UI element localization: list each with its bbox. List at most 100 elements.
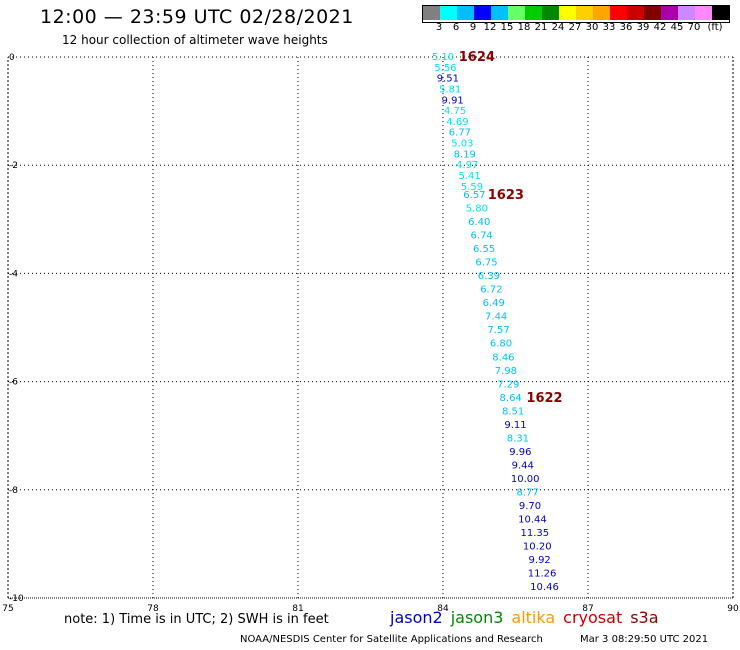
wave-height-value: 6.57 bbox=[463, 190, 485, 201]
colorbar-label: 70 bbox=[687, 22, 701, 33]
x-tick-label: 87 bbox=[582, 604, 593, 614]
y-tick-label: -6 bbox=[9, 378, 18, 388]
wave-height-value: 4.69 bbox=[446, 117, 468, 128]
colorbar-cell bbox=[712, 6, 729, 20]
grid-lines bbox=[7, 56, 734, 599]
colorbar-cell bbox=[559, 6, 576, 20]
colorbar-cell bbox=[644, 6, 661, 20]
x-tick-label: 84 bbox=[437, 604, 449, 614]
plot-frame bbox=[7, 56, 734, 599]
data-points: 5.105.569.515.819.914.754.696.775.038.19… bbox=[432, 52, 559, 593]
wave-height-value: 5.59 bbox=[461, 182, 483, 193]
colorbar-cell bbox=[440, 6, 457, 20]
wave-height-value: 9.96 bbox=[509, 447, 531, 458]
colorbar-label: 15 bbox=[500, 22, 514, 33]
pass-labels: 1624 1623 1622 bbox=[459, 50, 563, 406]
colorbar-cell bbox=[610, 6, 627, 20]
x-tick-label: 78 bbox=[147, 604, 159, 614]
satellite-legend: jason2 jason3 altika cryosat s3a bbox=[390, 608, 667, 627]
colorbar-label: 33 bbox=[602, 22, 616, 33]
wave-height-value: 8.31 bbox=[507, 433, 529, 444]
colorbar-cell bbox=[661, 6, 678, 20]
wave-height-value: 5.03 bbox=[451, 139, 473, 150]
wave-height-value: 6.75 bbox=[475, 258, 497, 269]
y-tick-label: -10 bbox=[9, 594, 24, 604]
colorbar-label: 9 bbox=[469, 22, 477, 33]
y-tick-label: -2 bbox=[9, 161, 18, 171]
wave-height-value: 10.20 bbox=[523, 542, 552, 553]
wave-height-value: 6.55 bbox=[473, 244, 495, 255]
y-axis-ticks: 0 -2 -4 -6 -8 -10 bbox=[9, 53, 24, 604]
colorbar-label: 3 bbox=[435, 22, 443, 33]
x-tick-label: 90 bbox=[727, 604, 739, 614]
wave-height-value: 6.39 bbox=[478, 271, 500, 282]
colorbar-cell bbox=[457, 6, 474, 20]
wave-height-value: 9.44 bbox=[512, 460, 534, 471]
wave-height-value: 5.41 bbox=[458, 171, 480, 182]
x-axis-ticks: 75 78 81 84 87 90 bbox=[2, 604, 739, 614]
colorbar-label: 21 bbox=[534, 22, 548, 33]
colorbar-cell bbox=[474, 6, 491, 20]
wave-height-value: 6.74 bbox=[471, 231, 493, 242]
colorbar-label: 6 bbox=[452, 22, 460, 33]
wave-height-value: 6.49 bbox=[483, 298, 505, 309]
colorbar-label: 12 bbox=[483, 22, 497, 33]
chart-title: 12:00 — 23:59 UTC 02/28/2021 bbox=[40, 6, 354, 28]
wave-height-value: 7.98 bbox=[495, 366, 517, 377]
wave-height-value: 9.92 bbox=[529, 555, 551, 566]
pass-number-label: 1624 bbox=[459, 50, 495, 65]
wave-height-value: 5.10 bbox=[432, 52, 454, 63]
colorbar-cell bbox=[576, 6, 593, 20]
wave-height-value: 9.51 bbox=[437, 74, 459, 85]
wave-height-value: 10.44 bbox=[518, 515, 547, 526]
x-tick-label: 75 bbox=[2, 604, 13, 614]
wave-height-value: 10.00 bbox=[511, 474, 540, 485]
colorbar-cell bbox=[678, 6, 695, 20]
colorbar-label: 18 bbox=[517, 22, 531, 33]
colorbar-cell bbox=[508, 6, 525, 20]
colorbar-cell bbox=[695, 6, 712, 20]
colorbar-label: 42 bbox=[653, 22, 667, 33]
x-tick-label: 81 bbox=[292, 604, 303, 614]
y-tick-label: -8 bbox=[9, 486, 18, 496]
colorbar bbox=[422, 5, 730, 23]
colorbar-cell bbox=[627, 6, 644, 20]
wave-height-value: 8.64 bbox=[500, 393, 522, 404]
wave-height-value: 6.77 bbox=[449, 128, 471, 139]
chart-subtitle: 12 hour collection of altimeter wave hei… bbox=[62, 33, 328, 47]
credit-line: NOAA/NESDIS Center for Satellite Applica… bbox=[240, 634, 543, 645]
colorbar-cell bbox=[542, 6, 559, 20]
wave-height-value: 4.75 bbox=[444, 106, 466, 117]
wave-height-value: 5.56 bbox=[434, 63, 456, 74]
colorbar-cell bbox=[423, 6, 440, 20]
wave-height-value: 6.80 bbox=[490, 339, 512, 350]
wave-height-value: 8.51 bbox=[502, 406, 524, 417]
y-tick-label: 0 bbox=[9, 53, 15, 63]
colorbar-label: 30 bbox=[585, 22, 599, 33]
wave-height-value: 9.11 bbox=[504, 420, 526, 431]
legend-entry-jason2: jason2 bbox=[390, 608, 443, 627]
colorbar-cell bbox=[593, 6, 610, 20]
wave-height-value: 11.35 bbox=[521, 528, 550, 539]
wave-height-value: 11.26 bbox=[528, 569, 557, 580]
legend-entry-altika: altika bbox=[511, 608, 556, 627]
pass-number-label: 1622 bbox=[526, 391, 562, 406]
wave-height-value: 9.70 bbox=[519, 501, 541, 512]
colorbar-cell bbox=[525, 6, 542, 20]
colorbar-label: 45 bbox=[670, 22, 684, 33]
wave-height-value: 7.29 bbox=[497, 379, 519, 390]
colorbar-cell bbox=[491, 6, 508, 20]
pass-number-label: 1623 bbox=[488, 188, 524, 203]
legend-entry-cryosat: cryosat bbox=[563, 608, 623, 627]
wave-height-value: 8.19 bbox=[454, 149, 476, 160]
y-tick-label: -4 bbox=[9, 269, 18, 279]
colorbar-label: 36 bbox=[619, 22, 633, 33]
wave-height-value: 8.46 bbox=[492, 352, 514, 363]
wave-height-value: 10.46 bbox=[530, 582, 559, 593]
legend-entry-s3a: s3a bbox=[630, 608, 659, 627]
wave-height-value: 7.44 bbox=[485, 312, 507, 323]
wave-height-value: 5.81 bbox=[439, 84, 461, 95]
wave-height-value: 5.80 bbox=[466, 203, 488, 214]
legend-entry-jason3: jason3 bbox=[450, 608, 504, 627]
